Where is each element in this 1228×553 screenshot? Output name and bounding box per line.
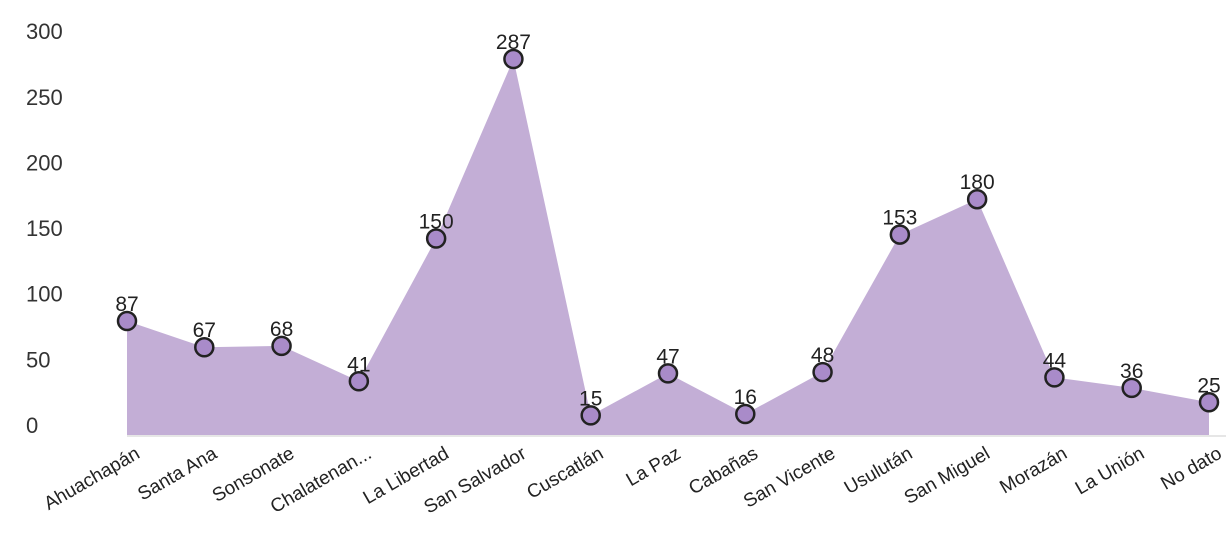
y-axis-ticks: 0 50 100 150 200 250 300 [26,19,63,438]
data-point [1044,367,1065,388]
data-point [812,361,833,383]
y-tick-label: 0 [26,413,38,438]
data-label: 36 [1120,360,1143,383]
category-label: La Unión [1072,443,1148,499]
data-point [1198,392,1220,413]
category-label: San Miguel [901,443,994,509]
y-tick-label: 50 [26,347,50,372]
data-label: 287 [496,31,531,54]
data-point [425,228,447,249]
data-label: 48 [811,344,834,367]
data-point [657,363,679,384]
data-label: 180 [960,171,995,194]
data-label: 68 [270,318,293,341]
data-labels: 87 67 68 41 150 287 15 47 16 48 153 180 44 36 25 [115,31,1220,410]
data-label: 67 [193,319,216,342]
data-point [348,371,370,392]
category-label: No dato [1157,443,1225,494]
data-label: 47 [656,345,679,368]
data-point [116,310,138,332]
y-tick-label: 200 [26,150,63,175]
category-label: Santa Ana [134,443,221,505]
data-point [580,405,601,426]
data-label: 15 [579,387,602,410]
data-point [735,403,756,425]
data-point [271,335,292,357]
category-label: Morazán [996,443,1071,498]
data-point [503,48,524,70]
data-label: 153 [882,207,917,230]
data-label: 41 [347,353,370,376]
y-tick-label: 250 [26,85,63,110]
data-label: 25 [1197,374,1220,397]
data-label: 44 [1043,349,1067,372]
category-label: La Paz [623,443,685,491]
area-series [127,59,1209,435]
y-tick-label: 150 [26,216,63,241]
category-label: Ahuachapán [41,443,144,515]
data-label: 87 [115,293,138,316]
data-label: 16 [734,386,757,409]
data-point [1121,377,1142,399]
data-point [194,336,215,358]
data-markers [116,48,1220,426]
data-point [889,224,911,245]
y-tick-label: 300 [26,19,63,44]
data-point [966,188,988,210]
data-label: 150 [419,211,454,234]
y-tick-label: 100 [26,282,63,307]
category-label: Cuscatlán [524,443,608,503]
